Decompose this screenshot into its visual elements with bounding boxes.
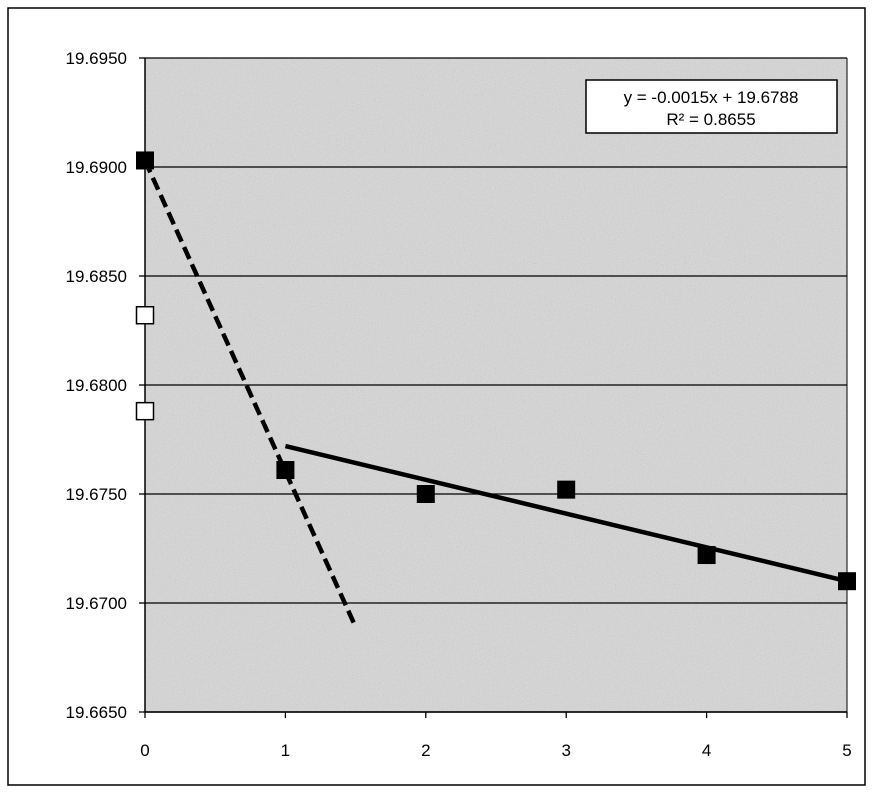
y-axis-tick-labels: 19.6650 19.6700 19.6750 19.6800 19.6850 19.69… — [66, 49, 127, 722]
y-tick-label: 19.6750 — [66, 485, 127, 504]
data-point-filled — [276, 461, 295, 480]
y-tick-label: 19.6800 — [66, 376, 127, 395]
dashed-trend-line — [142, 159, 358, 628]
x-tick-label: 5 — [842, 741, 851, 760]
trend-lines — [142, 159, 848, 628]
x-axis-tick-labels: 0 1 2 3 4 5 — [140, 741, 851, 760]
solid-trend-line — [284, 443, 848, 584]
data-point-filled — [136, 151, 154, 170]
x-tick-label: 0 — [140, 741, 149, 760]
data-point-filled — [416, 485, 435, 503]
y-tick-label: 19.6700 — [66, 594, 127, 613]
x-tick-label: 2 — [421, 741, 430, 760]
x-tick-label: 1 — [281, 741, 290, 760]
y-tick-label: 19.6950 — [66, 49, 127, 68]
x-tick-label: 4 — [702, 741, 711, 760]
equation-line: y = -0.0015x + 19.6788 — [624, 88, 799, 107]
data-points — [135, 151, 856, 591]
data-point-filled — [697, 546, 716, 565]
y-tick-label: 19.6900 — [66, 158, 127, 177]
data-point-filled — [557, 480, 576, 499]
trendline-equation-box: y = -0.0015x + 19.6788 R² = 0.8655 — [585, 79, 838, 134]
y-tick-label: 19.6650 — [66, 703, 127, 722]
data-point-open — [135, 401, 155, 421]
r-squared-line: R² = 0.8655 — [666, 110, 755, 129]
equation-box-frame — [585, 79, 838, 134]
data-point-open — [135, 305, 155, 325]
data-point-filled — [838, 572, 856, 591]
x-tick-label: 3 — [561, 741, 570, 760]
y-tick-label: 19.6850 — [66, 267, 127, 286]
